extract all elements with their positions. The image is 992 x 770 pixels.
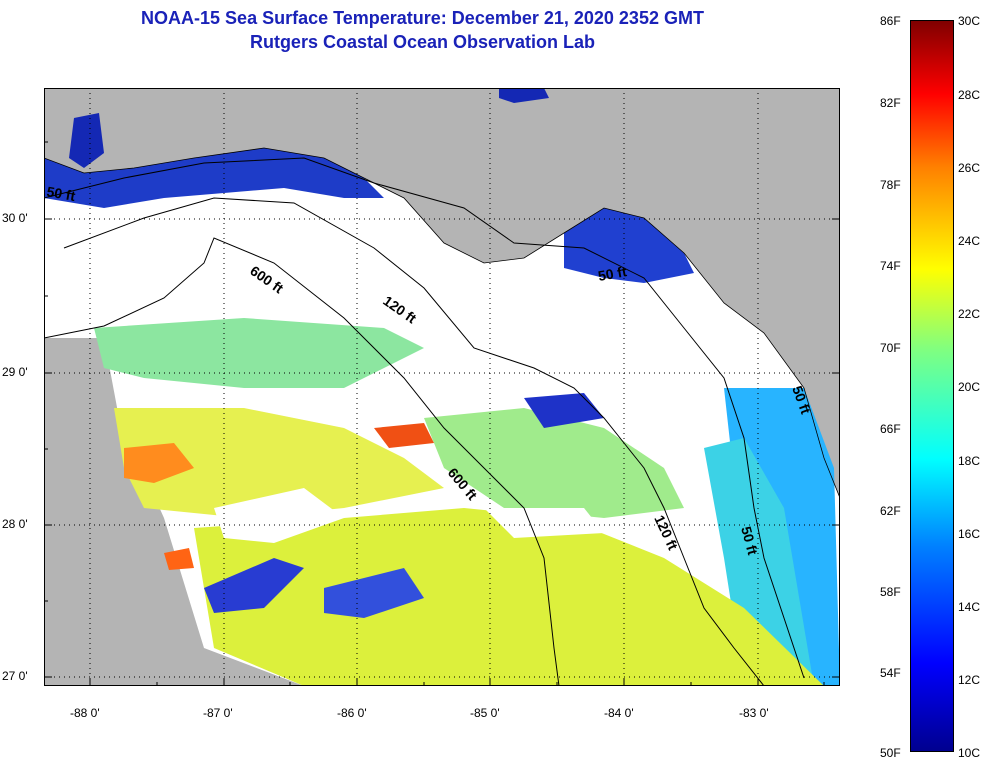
cloud-patch-5: [214, 488, 344, 543]
colorbar-label-c: 10C: [958, 746, 981, 760]
y-tick-label: 28 0': [2, 517, 28, 531]
map-ticks: [44, 141, 840, 686]
y-tick-label: 27 0': [2, 669, 28, 683]
cold-coastal-band: [44, 148, 384, 208]
y-tick-label: 30 0': [2, 211, 28, 225]
cloud-patch-3: [464, 268, 644, 348]
colorbar-label-c: 14C: [958, 600, 981, 614]
yellow-band-2: [194, 508, 824, 686]
colorbar-label-c: 28C: [958, 88, 981, 102]
colorbar-label-c: 16C: [958, 527, 981, 541]
warm-patch-2: [374, 423, 434, 448]
cloud-patch-1: [104, 238, 224, 288]
cloud-patch-4: [484, 508, 604, 538]
warm-patch-1: [124, 443, 194, 483]
colorbar-label-c: 24C: [958, 234, 981, 248]
chart-subtitle: Rutgers Coastal Ocean Observation Lab: [249, 32, 596, 52]
cold-patch-2: [324, 568, 424, 618]
colorbar-label-f: 50F: [880, 746, 901, 760]
colorbar-label-f: 86F: [880, 14, 901, 28]
cold-patch-1: [204, 558, 304, 613]
colorbar-label-c: 22C: [958, 307, 981, 321]
warm-patch-3: [164, 548, 194, 570]
colorbar-label-c: 18C: [958, 454, 981, 468]
map-frame: [44, 88, 840, 686]
cold-bay: [69, 113, 104, 168]
contour-120ft: [63, 197, 765, 686]
cold-east-band: [564, 208, 694, 283]
contour-50ft: [44, 157, 805, 679]
colorbar-label-f: 78F: [880, 178, 901, 192]
contour-600ft: [44, 237, 560, 686]
x-tick-label: -86 0': [337, 706, 367, 720]
colorbar-label-c: 20C: [958, 380, 981, 394]
colorbar-label-f: 58F: [880, 585, 901, 599]
sst-map: 50 ft 600 ft 120 ft 50 ft 600 ft 120 ft …: [44, 88, 840, 686]
colorbar-label-f: 66F: [880, 422, 901, 436]
chart-title: NOAA-15 Sea Surface Temperature: Decembe…: [141, 8, 704, 28]
y-tick-label: 29 0': [2, 365, 28, 379]
yellow-band-1: [114, 408, 444, 518]
green-band-1: [94, 318, 424, 388]
x-tick-label: -83 0': [739, 706, 769, 720]
green-band-2: [424, 408, 684, 518]
colorbar-label-c: 26C: [958, 161, 981, 175]
contour-label: 50 ft: [738, 525, 761, 557]
x-tick-label: -87 0': [203, 706, 233, 720]
x-tick-label: -84 0': [604, 706, 634, 720]
colorbar-label-f: 54F: [880, 666, 901, 680]
contour-label: 50 ft: [45, 183, 76, 204]
colorbar-label-f: 62F: [880, 504, 901, 518]
inland-water: [499, 88, 549, 103]
contour-label: 50 ft: [597, 263, 628, 284]
colorbar-label-f: 74F: [880, 259, 901, 273]
x-tick-label: -88 0': [70, 706, 100, 720]
colorbar-label-c: 12C: [958, 673, 981, 687]
coastline: [44, 147, 840, 499]
cold-patch-3: [524, 393, 604, 428]
cloud-patch-2: [264, 218, 404, 278]
x-tick-label: -85 0': [470, 706, 500, 720]
colorbar-label-c: 30C: [958, 14, 981, 28]
temperature-colorbar: [910, 20, 954, 752]
colorbar-label-f: 82F: [880, 96, 901, 110]
colorbar-label-f: 70F: [880, 341, 901, 355]
